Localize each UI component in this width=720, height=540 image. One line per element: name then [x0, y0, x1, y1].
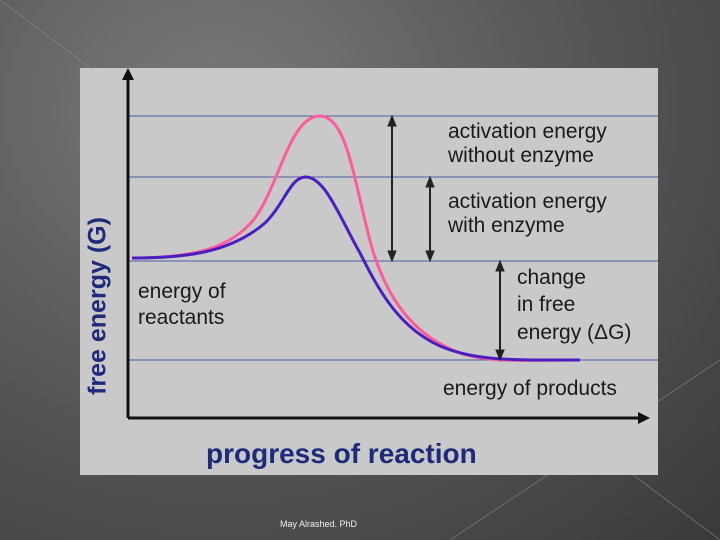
y-axis-arrowhead	[122, 68, 134, 80]
arrow-activation-without-enzyme	[387, 114, 397, 263]
y-axis-label: free energy (G)	[83, 217, 112, 395]
free-energy-diagram: free energy (G) activation energy withou…	[80, 68, 658, 475]
label-activation-without-enzyme: activation energy without enzyme	[448, 120, 607, 168]
label-energy-of-reactants: energy of reactants	[138, 279, 226, 332]
label-energy-of-products: energy of products	[443, 377, 617, 400]
label-activation-with-line2: with enzyme	[448, 214, 565, 238]
x-axis-arrowhead	[638, 412, 650, 424]
label-activation-without-line2: without enzyme	[448, 144, 594, 168]
label-change-line2: in free	[517, 293, 576, 317]
label-activation-with-enzyme: activation energy with enzyme	[448, 190, 607, 238]
label-reactants-line2: reactants	[138, 306, 225, 330]
arrow-change-in-free-energy	[495, 259, 505, 362]
label-activation-without-line1: activation energy	[448, 120, 607, 143]
label-reactants-line1: energy of	[138, 280, 226, 303]
label-change-line1: change	[517, 266, 586, 289]
footer-author: May Alrashed. PhD	[280, 519, 358, 529]
curve-with-enzyme	[131, 175, 581, 362]
x-axis-label: progress of reaction	[206, 438, 477, 469]
label-change-in-free-energy: change in free energy (ΔG)	[517, 264, 631, 346]
label-activation-with-line1: activation energy	[448, 190, 607, 213]
arrow-activation-with-enzyme	[425, 175, 435, 263]
label-change-line3: energy (ΔG)	[517, 320, 632, 344]
